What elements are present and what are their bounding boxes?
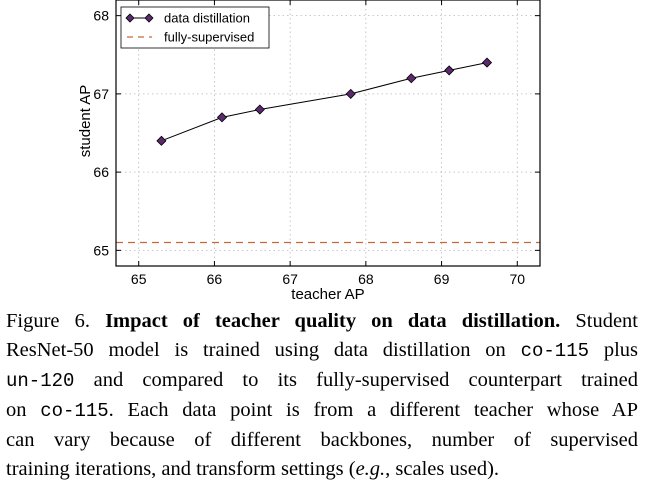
x-tick-label: 68 xyxy=(358,271,374,287)
data-point-marker xyxy=(406,73,417,84)
legend-box xyxy=(120,6,270,49)
x-tick-label: 67 xyxy=(282,271,298,287)
legend-marker xyxy=(125,13,135,23)
data-point-marker xyxy=(216,112,228,123)
y-tick-label: 66 xyxy=(93,164,109,180)
y-tick-label: 68 xyxy=(93,8,109,24)
figure-caption: Figure 6. Impact of teacher quality on d… xyxy=(6,307,638,484)
legend-marker xyxy=(144,13,154,23)
data-point-marker xyxy=(156,135,167,146)
data-point-marker xyxy=(345,88,356,99)
legend-label: data distillation xyxy=(164,11,250,26)
plot-frame xyxy=(115,0,541,267)
x-axis-label: teacher AP xyxy=(291,286,364,303)
caption-abbrev: e.g. xyxy=(355,458,386,480)
caption-line-4: on co-115. Each data point is from a dif… xyxy=(6,396,638,426)
chart: 65 66 67 68 69 70 65 66 67 68 teacher AP student AP… xyxy=(77,0,541,303)
x-tick-label: 65 xyxy=(131,271,147,287)
x-tick-label: 66 xyxy=(207,271,223,287)
figure-label: Figure 6. xyxy=(6,310,90,332)
dataset-code: co-115 xyxy=(40,400,109,422)
y-axis-label: student AP xyxy=(77,85,94,158)
data-point-marker xyxy=(254,104,265,115)
caption-line-3: un-120 and compared to its fully-supervi… xyxy=(6,366,638,396)
figure-title: Impact of teacher quality on data distil… xyxy=(105,310,561,332)
y-tick-label: 67 xyxy=(93,86,109,102)
caption-text: plus xyxy=(603,339,638,361)
caption-text: and compared to its fully-supervised cou… xyxy=(93,369,638,391)
dataset-code: un-120 xyxy=(6,370,75,392)
data-point-marker xyxy=(444,65,455,76)
legend-label: fully-supervised xyxy=(164,30,254,45)
caption-line-1: Figure 6. Impact of teacher quality on d… xyxy=(6,307,638,336)
x-tick-label: 70 xyxy=(509,271,525,287)
caption-text: ResNet-50 model is trained using data di… xyxy=(6,339,506,361)
caption-line-2: ResNet-50 model is trained using data di… xyxy=(6,336,638,366)
caption-text: Student xyxy=(575,310,638,332)
caption-line-5: can vary because of different backbones,… xyxy=(6,426,638,455)
dataset-code: co-115 xyxy=(520,340,590,362)
caption-text: . Each data point is from a different te… xyxy=(108,399,638,421)
caption-text: , scales used). xyxy=(385,458,500,480)
caption-text: training iterations, and transform setti… xyxy=(6,458,356,480)
y-tick-label: 65 xyxy=(93,242,109,258)
caption-line-6: training iterations, and transform setti… xyxy=(6,455,638,484)
x-tick-label: 69 xyxy=(434,271,450,287)
data-point-marker xyxy=(481,57,493,68)
caption-text: can vary because of different backbones,… xyxy=(6,429,638,451)
caption-text: on xyxy=(6,399,27,421)
